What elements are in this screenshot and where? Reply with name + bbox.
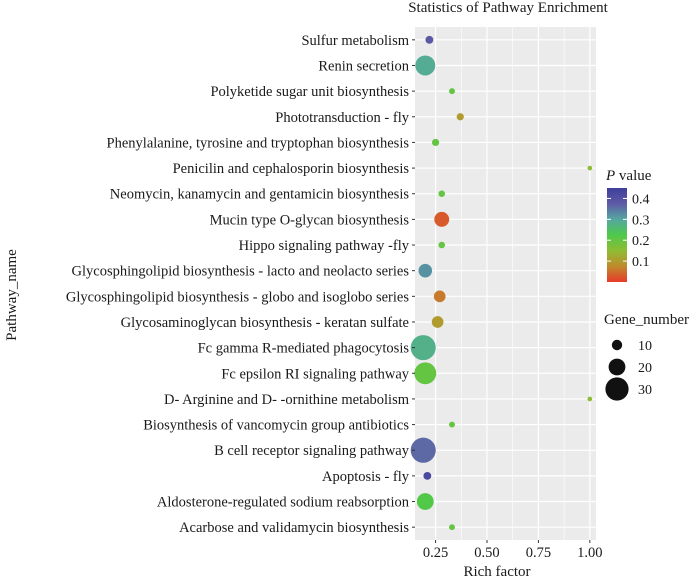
data-point xyxy=(587,396,593,402)
p-value-colorbar-ticks: 0.1 0.2 0.3 0.4 xyxy=(607,192,650,270)
y-tick-label: Penicilin and cephalosporin biosynthesis xyxy=(173,161,410,177)
data-point xyxy=(425,35,434,44)
data-point xyxy=(449,88,455,95)
y-tick-label: Renin secretion xyxy=(318,58,409,74)
y-tick-label: Glycosphingolipid biosynthesis - globo a… xyxy=(66,289,410,305)
colorbar-tick-label: 0.1 xyxy=(632,255,650,270)
data-point xyxy=(410,437,436,463)
data-point xyxy=(416,493,434,510)
y-tick-label: Glycosaminoglycan biosynthesis - keratan… xyxy=(121,315,409,331)
data-point xyxy=(431,138,440,147)
x-tick-labels: 0.25 0.50 0.75 1.00 xyxy=(423,540,603,561)
colorbar-tick-label: 0.4 xyxy=(632,192,650,207)
y-tick-label: Fc epsilon RI signaling pathway xyxy=(221,366,409,382)
gene-number-legend-label: 10 xyxy=(638,339,652,354)
data-point xyxy=(434,211,450,227)
x-tick-label: 0.50 xyxy=(474,545,499,561)
p-value-legend-title-italic: P xyxy=(605,168,615,184)
data-point xyxy=(414,362,437,385)
chart-title: Statistics of Pathway Enrichment xyxy=(408,0,608,16)
colorbar-tick-label: 0.2 xyxy=(632,234,650,249)
gridlines xyxy=(415,27,596,540)
y-tick-label: Mucin type O-glycan biosynthesis xyxy=(210,212,410,228)
x-axis-title: Rich factor xyxy=(463,564,530,580)
x-tick-label: 1.00 xyxy=(577,545,602,561)
data-point xyxy=(438,190,446,198)
data-points xyxy=(410,35,593,531)
gene-number-legend-label: 30 xyxy=(638,383,652,398)
y-tick-label: Glycosphingolipid biosynthesis - lacto a… xyxy=(72,264,410,280)
data-point xyxy=(410,335,436,361)
gene-number-legend-title: Gene_number xyxy=(604,312,689,328)
y-tick-label: Neomycin, kanamycin and gentamicin biosy… xyxy=(110,187,410,203)
gene-number-legend-dot xyxy=(605,377,629,401)
y-tick-label: D- Arginine and D- -ornithine metabolism xyxy=(164,392,410,408)
gene-number-legend-items: 10 20 30 xyxy=(605,339,652,401)
gene-number-legend: Gene_number 10 20 30 xyxy=(604,312,689,401)
y-tick-label: Apoptosis - fly xyxy=(322,469,410,485)
y-tick-label: Hippo signaling pathway -fly xyxy=(239,238,410,254)
data-point xyxy=(438,241,446,249)
y-tick-label: B cell receptor signaling pathway xyxy=(214,443,410,459)
y-tick-label: Biosynthesis of vancomycin group antibio… xyxy=(143,418,409,434)
colorbar-tick-label: 0.3 xyxy=(632,213,650,228)
plot-panel xyxy=(415,27,596,540)
data-point xyxy=(418,263,433,278)
y-tick-label: Polyketide sugar unit biosynthesis xyxy=(210,84,409,100)
p-value-legend: P value 0.1 0.2 0.3 0.4 xyxy=(605,168,652,282)
y-tick-label: Fc gamma R-mediated phagocytosis xyxy=(198,341,410,357)
data-point xyxy=(449,524,455,531)
data-point xyxy=(431,316,444,328)
data-point xyxy=(423,471,432,480)
p-value-colorbar xyxy=(607,188,627,282)
x-tick-label: 0.25 xyxy=(423,545,448,561)
data-point xyxy=(433,290,446,303)
gene-number-legend-dot xyxy=(608,358,626,376)
y-tick-label: Phenylalanine, tyrosine and tryptophan b… xyxy=(107,135,410,151)
data-point xyxy=(449,421,455,428)
x-tick-label: 0.75 xyxy=(526,545,551,561)
data-point xyxy=(456,113,464,121)
p-value-legend-title-rest: value xyxy=(615,168,652,184)
p-value-legend-title: P value xyxy=(605,168,652,184)
y-tick-label: Acarbose and validamycin biosynthesis xyxy=(179,520,409,536)
y-tick-label: Sulfur metabolism xyxy=(301,33,409,49)
y-tick-labels: Sulfur metabolism Renin secretion Polyketi… xyxy=(66,33,415,536)
y-tick-label: Phototransduction - fly xyxy=(275,110,409,126)
gene-number-legend-dot xyxy=(611,339,623,351)
y-axis-title: Pathway_name xyxy=(4,249,20,341)
gene-number-legend-label: 20 xyxy=(638,361,652,376)
y-tick-label: Aldosterone-regulated sodium reabsorptio… xyxy=(157,495,410,511)
data-point xyxy=(415,55,436,76)
data-point xyxy=(587,165,593,171)
